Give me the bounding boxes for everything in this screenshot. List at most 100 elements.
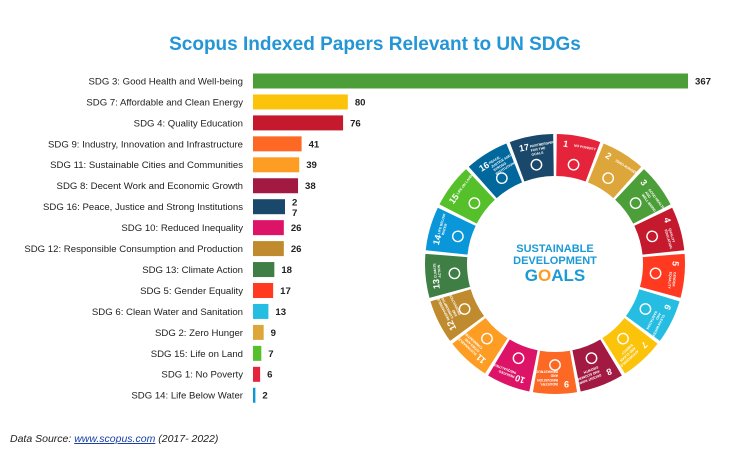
- sdg-number: 9: [564, 379, 569, 389]
- sdg-wheel-segment: [625, 289, 680, 341]
- value-label: 26: [291, 244, 302, 255]
- sdg-wheel-segment: [509, 134, 554, 182]
- bar: [253, 303, 269, 319]
- value-label: 76: [350, 118, 361, 129]
- sdg-label: GROWTH: [582, 365, 598, 375]
- category-label: SDG 14: Life Below Water: [131, 391, 243, 402]
- category-label: SDG 15: Life on Land: [151, 349, 243, 360]
- bar: [253, 94, 348, 110]
- wheel-title-line1: SUSTAINABLE: [516, 243, 593, 255]
- sdg-pictogram-icon: [602, 172, 615, 185]
- sdg-pictogram-icon: [451, 230, 464, 243]
- sdg-number: 15: [447, 192, 461, 206]
- category-label: SDG 10: Reduced Inequality: [121, 223, 243, 234]
- sdg-number: 17: [518, 142, 530, 154]
- wheel-title-line2: DEVELOPMENT: [513, 255, 597, 267]
- bar: [253, 115, 344, 131]
- sdg-number: 14: [431, 234, 443, 246]
- bar: [253, 220, 284, 236]
- sdg-pictogram-icon: [448, 267, 461, 280]
- category-label: SDG 11: Sustainable Cities and Communiti…: [50, 160, 243, 171]
- sdg-wheel-segment: [532, 350, 578, 394]
- sdg-wheel-segment: [452, 318, 508, 374]
- sdg-wheel-segment: [634, 207, 685, 255]
- sdg-wheel-segment: [556, 134, 601, 182]
- value-label: 13: [275, 307, 286, 318]
- bar: [253, 73, 688, 89]
- sdg-pictogram-icon: [549, 359, 561, 371]
- sdg-label: GOALS: [531, 151, 544, 157]
- sdg-pictogram-icon: [639, 303, 652, 315]
- sdg-number: 8: [605, 366, 613, 377]
- sdg-pictogram-icon: [468, 197, 481, 210]
- sdg-pictogram-icon: [481, 332, 493, 345]
- sdg-number: 6: [662, 303, 673, 312]
- sdg-wheel-segment: [468, 143, 523, 199]
- sdg-wheel-segment: [572, 339, 622, 392]
- sdg-label: QUALITY: [668, 228, 676, 244]
- sdg-pictogram-icon: [585, 352, 598, 365]
- sdg-label: LIFE BELOW: [437, 213, 447, 235]
- value-label: 39: [306, 160, 317, 171]
- value-label: 80: [355, 97, 366, 108]
- sdg-wheel-segment: [587, 143, 642, 199]
- sdg-label: PARTNERSHIPS: [530, 140, 557, 149]
- sdg-wheel-segment: [602, 318, 658, 374]
- value-label: 17: [280, 286, 291, 297]
- bar: [253, 199, 286, 215]
- value-label: 2: [262, 391, 267, 402]
- sdg-number: 16: [477, 160, 491, 174]
- sdg-label: NO POVERTY: [574, 144, 597, 152]
- sdg-pictogram-icon: [495, 172, 508, 185]
- data-source: Data Source: www.scopus.com (2017- 2022): [10, 433, 218, 445]
- sdg-wheel-segment: [639, 253, 685, 298]
- sdg-label: INNOVATION: [537, 378, 558, 382]
- sdg-segment-label: 1 NO POVERTY: [562, 139, 597, 171]
- sdg-label: AND: [550, 374, 558, 378]
- sdg-label: ACTION: [437, 264, 442, 278]
- bar: [253, 283, 274, 298]
- sdg-label: AND: [655, 312, 662, 321]
- bar: [253, 345, 262, 361]
- sdg-number: 5: [670, 261, 680, 267]
- sdg-label: STRONG: [493, 161, 508, 172]
- sdg-pictogram-icon: [629, 197, 642, 210]
- sdg-pictogram-icon: [530, 158, 543, 171]
- sdg-number: 7: [639, 340, 649, 351]
- bar: [253, 366, 261, 382]
- sdg-label: INDUSTRY,: [540, 382, 558, 386]
- sdg-label: CLIMATE: [432, 262, 437, 278]
- sdg-number: 13: [431, 279, 442, 290]
- value-label: 367: [695, 76, 711, 87]
- source-prefix: Data Source:: [10, 433, 75, 445]
- sdg-label: EQUALITY: [667, 272, 673, 290]
- wheel-title-line3: GOALS: [525, 266, 585, 285]
- sdg-wheel-segment: [425, 253, 471, 298]
- sdg-number: 1: [562, 139, 569, 150]
- category-label: SDG 9: Industry, Innovation and Infrastr…: [48, 139, 243, 150]
- source-link[interactable]: www.scopus.com: [74, 433, 156, 445]
- bar: [253, 157, 300, 173]
- bar: [253, 387, 256, 403]
- sdg-number: 10: [514, 373, 527, 386]
- sdg-number: 3: [638, 177, 649, 187]
- value-label: 41: [309, 139, 320, 150]
- sdg-number: 12: [445, 319, 458, 332]
- sdg-pictogram-icon: [617, 332, 629, 345]
- sdg-label: FOR THE: [530, 146, 546, 153]
- bar: [253, 241, 284, 257]
- category-label: SDG 16: Peace, Justice and Strong Instit…: [43, 202, 243, 213]
- category-label: SDG 7: Affordable and Clean Energy: [86, 97, 243, 108]
- value-label: 26: [291, 223, 302, 234]
- sdg-label: WATER: [441, 223, 448, 236]
- bar: [253, 324, 264, 340]
- sdg-label: REDUCED: [498, 369, 516, 379]
